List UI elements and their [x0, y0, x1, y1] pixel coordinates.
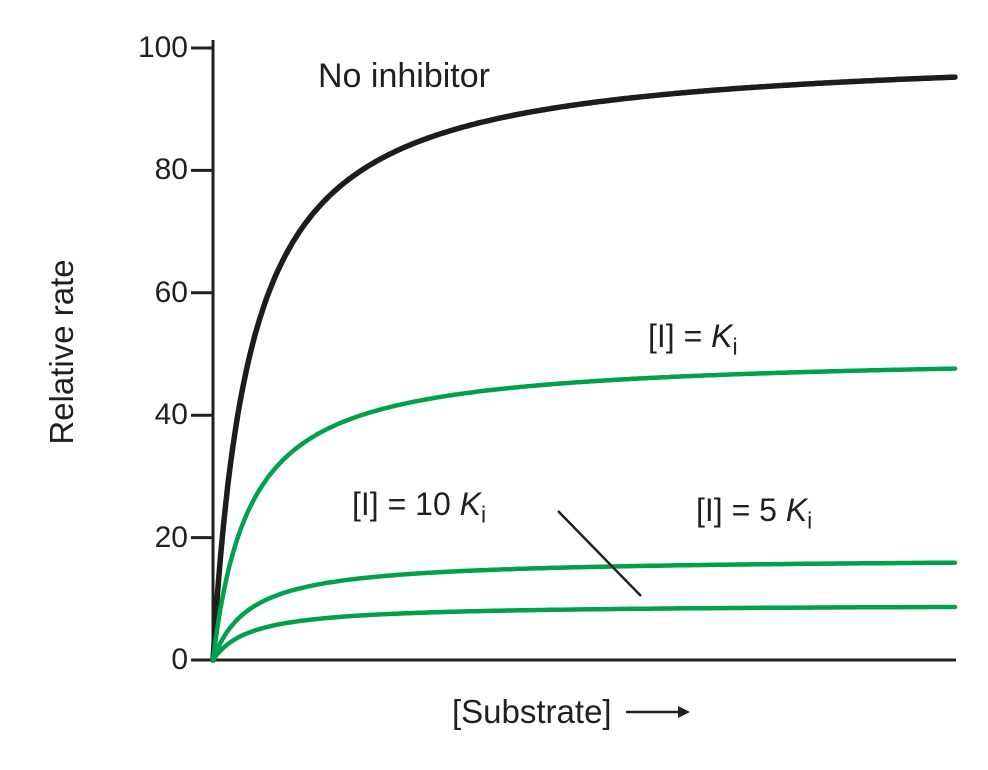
y-tick-0: 0 [171, 643, 188, 676]
curve-no-inhibitor [210, 74, 958, 663]
label-ki-prefix: [I] = [648, 318, 712, 354]
label-10ki-prefix: [I] = 10 [352, 486, 460, 522]
curves-group [210, 74, 958, 663]
label-5ki-symbol: K [785, 492, 808, 528]
label-no-inhibitor: No inhibitor [318, 57, 490, 95]
label-10ki-subscript: i [480, 501, 487, 528]
label-5ki-prefix: [I] = 5 [696, 492, 786, 528]
label-ki-symbol: K [711, 318, 733, 354]
label-10ki: [I] = 10 Ki [352, 486, 486, 528]
y-tick-40: 40 [154, 398, 188, 431]
x-axis-label: [Substrate] [452, 693, 612, 730]
curve-ki [210, 366, 958, 663]
label-ki-subscript: i [732, 333, 738, 360]
label-5ki: [I] = 5 Ki [696, 492, 812, 534]
right-arrow-icon [625, 706, 690, 718]
y-tick-60: 60 [154, 276, 188, 309]
label-5ki-subscript: i [807, 507, 813, 534]
y-tick-80: 80 [154, 153, 188, 186]
label-10ki-symbol: K [459, 486, 481, 522]
y-tick-20: 20 [154, 521, 188, 554]
label-ki: [I] = Ki [648, 318, 738, 360]
x-axis-label-row: [Substrate] [452, 692, 690, 732]
y-axis-label: Relative rate [43, 259, 80, 445]
curve-5ki [210, 560, 958, 663]
y-tick-100: 100 [137, 31, 188, 64]
pointer-line-10ki [557, 510, 642, 597]
y-axis-ticks [191, 46, 212, 662]
curve-10ki [210, 604, 958, 663]
